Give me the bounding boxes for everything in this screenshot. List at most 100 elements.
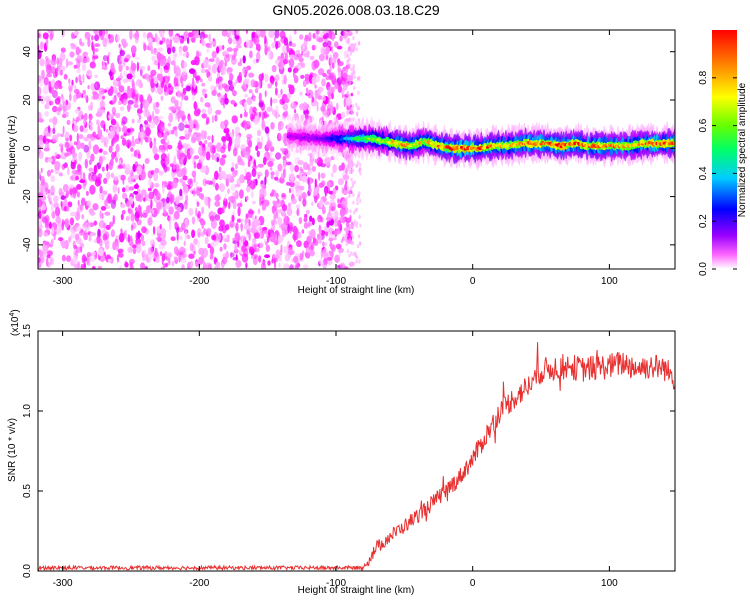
- noise-cell: [144, 136, 149, 143]
- noise-cell: [82, 57, 88, 63]
- noise-cell: [132, 244, 137, 249]
- noise-cell: [264, 90, 267, 98]
- noise-cell: [114, 90, 118, 94]
- noise-cell: [133, 174, 139, 180]
- noise-cell: [63, 206, 70, 212]
- noise-cell: [103, 177, 108, 184]
- noise-cell: [218, 84, 221, 90]
- noise-cell: [159, 30, 164, 38]
- noise-cell: [275, 170, 280, 178]
- noise-cell: [139, 94, 144, 103]
- noise-cell: [322, 34, 327, 40]
- noise-cell: [326, 46, 330, 53]
- noise-cell: [264, 169, 269, 178]
- snr-series-line: [38, 342, 675, 571]
- noise-cell: [199, 31, 206, 40]
- noise-cell: [112, 96, 116, 105]
- noise-cell: [277, 163, 283, 172]
- noise-cell: [299, 34, 304, 40]
- noise-cell: [193, 101, 198, 111]
- colorbar-tick-label: 0.2: [698, 214, 709, 228]
- noise-cell: [76, 140, 81, 150]
- noise-cell: [349, 170, 352, 175]
- noise-cell: [186, 36, 190, 45]
- noise-cell: [83, 118, 87, 126]
- noise-cell: [127, 175, 134, 184]
- noise-cell: [322, 41, 328, 48]
- noise-cell: [119, 72, 123, 81]
- noise-cell: [118, 100, 122, 105]
- noise-cell: [49, 66, 56, 74]
- noise-cell: [330, 206, 336, 211]
- noise-cell: [90, 153, 95, 162]
- noise-cell: [121, 137, 127, 146]
- noise-cell: [229, 220, 235, 228]
- noise-cell: [351, 168, 355, 173]
- noise-cell: [38, 95, 42, 100]
- noise-cell: [126, 200, 132, 207]
- noise-cell: [221, 30, 228, 37]
- noise-cell: [50, 155, 56, 165]
- noise-cell: [90, 136, 95, 141]
- noise-cell: [125, 216, 130, 221]
- noise-cell: [334, 219, 338, 228]
- noise-cell: [258, 79, 261, 89]
- noise-cell: [130, 140, 136, 147]
- noise-cell: [130, 224, 134, 231]
- noise-cell: [333, 230, 340, 236]
- noise-cell: [206, 227, 212, 235]
- noise-cell: [318, 182, 324, 188]
- noise-cell: [251, 255, 255, 260]
- noise-cell: [175, 196, 180, 205]
- noise-cell: [67, 61, 74, 66]
- spectrogram-x-axis-label: Height of straight line (km): [298, 285, 415, 296]
- noise-cell: [245, 39, 251, 48]
- noise-cell: [203, 261, 206, 269]
- noise-cell: [190, 33, 196, 43]
- noise-cell: [225, 132, 230, 142]
- noise-cell: [300, 74, 305, 79]
- noise-cell: [72, 254, 78, 265]
- noise-cell: [312, 237, 316, 244]
- noise-cell: [308, 188, 312, 193]
- spectrogram-x-tick-label: 100: [601, 276, 618, 287]
- noise-cell: [250, 249, 255, 256]
- noise-cell: [131, 118, 135, 124]
- noise-cell: [240, 235, 246, 243]
- noise-cell: [49, 221, 52, 229]
- noise-cell: [89, 121, 93, 127]
- noise-cell: [163, 65, 170, 74]
- noise-cell: [227, 37, 233, 45]
- noise-cell: [274, 234, 277, 243]
- noise-cell: [193, 250, 196, 255]
- noise-cell: [230, 99, 236, 105]
- noise-cell: [46, 73, 53, 78]
- noise-cell: [179, 100, 183, 109]
- noise-cell: [44, 111, 49, 117]
- noise-cell: [349, 240, 353, 245]
- spectrogram-y-tick-label: 20: [22, 94, 33, 106]
- noise-cell: [127, 234, 130, 243]
- noise-cell: [216, 83, 219, 88]
- noise-cell: [179, 38, 185, 44]
- noise-cell: [316, 202, 320, 208]
- noise-cell: [124, 42, 128, 47]
- noise-cell: [54, 67, 58, 78]
- noise-cell: [282, 45, 287, 54]
- noise-cell: [208, 199, 211, 209]
- noise-cell: [51, 211, 56, 219]
- noise-cell: [332, 187, 336, 196]
- noise-cell: [294, 109, 297, 114]
- noise-cell: [282, 204, 288, 212]
- noise-cell: [225, 250, 229, 260]
- noise-cell: [143, 107, 150, 118]
- noise-cell: [116, 34, 120, 43]
- spectrogram-y-tick-label: 40: [22, 46, 33, 58]
- noise-cell: [259, 242, 264, 249]
- noise-cell: [336, 45, 343, 50]
- noise-cell: [153, 153, 160, 161]
- noise-cell: [180, 258, 187, 264]
- noise-cell: [345, 180, 348, 185]
- noise-cell: [303, 109, 310, 116]
- noise-cell: [289, 163, 294, 173]
